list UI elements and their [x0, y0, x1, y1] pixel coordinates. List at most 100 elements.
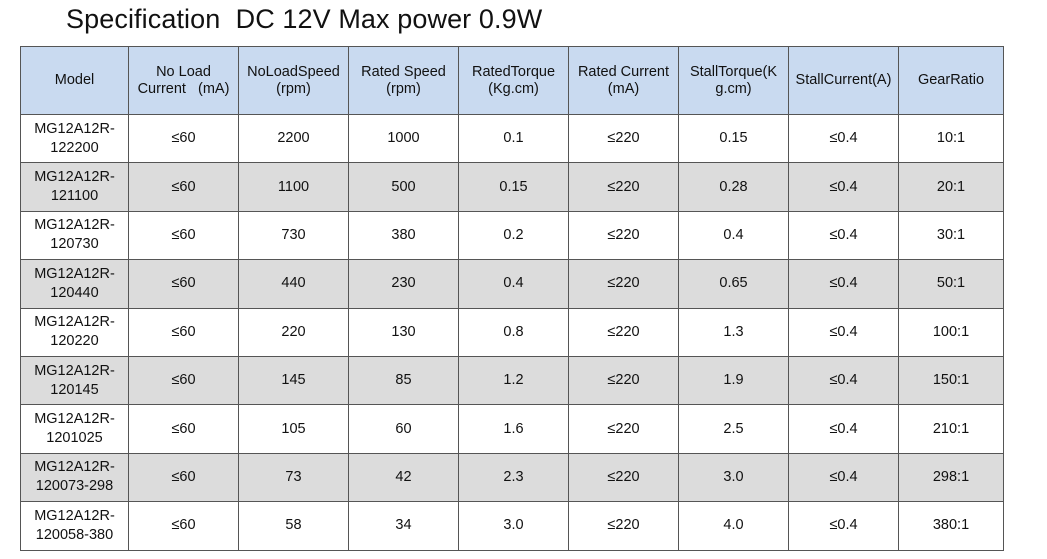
cell-model: MG12A12R- 120730 — [20, 210, 129, 261]
table-row: MG12A12R- 121100 ≤60 1100 500 0.15 ≤220 0… — [20, 162, 1004, 212]
header-rated-torque: RatedTorque (Kg.cm) — [458, 46, 569, 115]
header-stall-current: StallCurrent(A) — [788, 46, 899, 115]
cell-stall-current: ≤0.4 — [788, 113, 899, 164]
cell-rated-torque: 0.4 — [458, 259, 569, 309]
cell-stall-torque: 0.15 — [678, 113, 789, 164]
cell-gear-ratio: 50:1 — [898, 259, 1004, 309]
cell-rated-current: ≤220 — [568, 404, 679, 454]
header-rated-current: Rated Current (mA) — [568, 46, 679, 115]
header-line: (Kg.cm) — [488, 80, 539, 97]
model-line: 120440 — [50, 284, 99, 301]
cell-model: MG12A12R- 120440 — [20, 259, 129, 309]
header-line: StallCurrent(A) — [795, 72, 892, 88]
cell-rated-speed: 60 — [348, 404, 459, 454]
cell-stall-torque: 0.4 — [678, 210, 789, 261]
cell-no-load-speed: 145 — [238, 355, 349, 406]
cell-stall-torque: 0.28 — [678, 162, 789, 212]
cell-stall-current: ≤0.4 — [788, 501, 899, 551]
cell-gear-ratio: 30:1 — [898, 210, 1004, 261]
header-rated-speed: Rated Speed (rpm) — [348, 46, 459, 115]
header-line: RatedTorque — [471, 63, 556, 80]
cell-rated-speed: 230 — [348, 259, 459, 309]
cell-no-load-speed: 440 — [238, 259, 349, 309]
header-line: Model — [54, 72, 95, 88]
cell-no-load-speed: 730 — [238, 210, 349, 261]
cell-rated-torque: 3.0 — [458, 501, 569, 551]
header-line: GearRatio — [917, 72, 985, 88]
cell-gear-ratio: 100:1 — [898, 307, 1004, 357]
header-line: Rated Current — [577, 63, 670, 80]
model-line: 120058-380 — [35, 526, 114, 543]
cell-model: MG12A12R- 120058-380 — [20, 501, 129, 551]
cell-no-load-current: ≤60 — [128, 404, 239, 454]
model-line: 1201025 — [46, 430, 103, 447]
table-row: MG12A12R- 120058-380 ≤60 58 34 3.0 ≤220 4… — [20, 501, 1004, 551]
cell-rated-speed: 85 — [348, 355, 459, 406]
cell-rated-torque: 0.2 — [458, 210, 569, 261]
header-line: (rpm) — [276, 80, 311, 97]
cell-rated-torque: 1.2 — [458, 355, 569, 406]
cell-model: MG12A12R- 121100 — [20, 162, 129, 212]
cell-stall-torque: 0.65 — [678, 259, 789, 309]
cell-rated-torque: 0.15 — [458, 162, 569, 212]
cell-rated-current: ≤220 — [568, 307, 679, 357]
cell-no-load-speed: 220 — [238, 307, 349, 357]
specification-table: Model No Load Current (mA) NoLoadSpeed (… — [20, 46, 1004, 551]
model-line: MG12A12R- — [34, 169, 115, 186]
cell-model: MG12A12R- 1201025 — [20, 404, 129, 454]
cell-model: MG12A12R- 120220 — [20, 307, 129, 357]
cell-rated-torque: 0.8 — [458, 307, 569, 357]
model-line: 120730 — [50, 236, 99, 253]
table-row: MG12A12R- 120730 ≤60 730 380 0.2 ≤220 0.4… — [20, 210, 1004, 261]
cell-stall-current: ≤0.4 — [788, 210, 899, 261]
header-line: StallTorque(K — [689, 63, 778, 80]
cell-stall-current: ≤0.4 — [788, 307, 899, 357]
table-header-row: Model No Load Current (mA) NoLoadSpeed (… — [20, 46, 1004, 115]
cell-no-load-current: ≤60 — [128, 113, 239, 164]
cell-no-load-current: ≤60 — [128, 307, 239, 357]
model-line: MG12A12R- — [34, 507, 115, 524]
cell-rated-current: ≤220 — [568, 452, 679, 503]
cell-model: MG12A12R- 122200 — [20, 113, 129, 164]
cell-rated-current: ≤220 — [568, 501, 679, 551]
cell-rated-current: ≤220 — [568, 210, 679, 261]
cell-model: MG12A12R- 120145 — [20, 355, 129, 406]
model-line: MG12A12R- — [34, 265, 115, 282]
header-line: NoLoadSpeed — [247, 63, 340, 80]
header-line: Rated Speed — [361, 63, 446, 80]
header-line: No Load — [156, 63, 211, 80]
model-line: MG12A12R- — [34, 314, 115, 331]
model-line: MG12A12R- — [34, 362, 115, 379]
model-line: 121100 — [50, 188, 99, 205]
cell-stall-current: ≤0.4 — [788, 404, 899, 454]
table-row: MG12A12R- 120220 ≤60 220 130 0.8 ≤220 1.3… — [20, 307, 1004, 357]
header-no-load-current: No Load Current (mA) — [128, 46, 239, 115]
cell-no-load-speed: 105 — [238, 404, 349, 454]
cell-no-load-current: ≤60 — [128, 259, 239, 309]
table-row: MG12A12R- 120145 ≤60 145 85 1.2 ≤220 1.9 … — [20, 355, 1004, 406]
page-title: Specification DC 12V Max power 0.9W — [66, 4, 543, 34]
model-line: 120073-298 — [35, 478, 114, 495]
header-line: (rpm) — [386, 80, 421, 97]
cell-stall-torque: 1.3 — [678, 307, 789, 357]
table-row: MG12A12R- 120073-298 ≤60 73 42 2.3 ≤220 3… — [20, 452, 1004, 503]
cell-no-load-speed: 2200 — [238, 113, 349, 164]
cell-no-load-current: ≤60 — [128, 452, 239, 503]
cell-no-load-current: ≤60 — [128, 501, 239, 551]
header-stall-torque: StallTorque(K g.cm) — [678, 46, 789, 115]
cell-rated-speed: 34 — [348, 501, 459, 551]
cell-rated-torque: 0.1 — [458, 113, 569, 164]
cell-stall-current: ≤0.4 — [788, 162, 899, 212]
cell-stall-current: ≤0.4 — [788, 355, 899, 406]
cell-no-load-speed: 1100 — [238, 162, 349, 212]
header-line: g.cm) — [715, 80, 752, 97]
cell-rated-speed: 42 — [348, 452, 459, 503]
cell-no-load-current: ≤60 — [128, 355, 239, 406]
cell-stall-torque: 3.0 — [678, 452, 789, 503]
cell-no-load-current: ≤60 — [128, 162, 239, 212]
header-gear-ratio: GearRatio — [898, 46, 1004, 115]
cell-no-load-speed: 73 — [238, 452, 349, 503]
model-line: 122200 — [50, 139, 99, 156]
model-line: MG12A12R- — [34, 217, 115, 234]
cell-rated-current: ≤220 — [568, 355, 679, 406]
